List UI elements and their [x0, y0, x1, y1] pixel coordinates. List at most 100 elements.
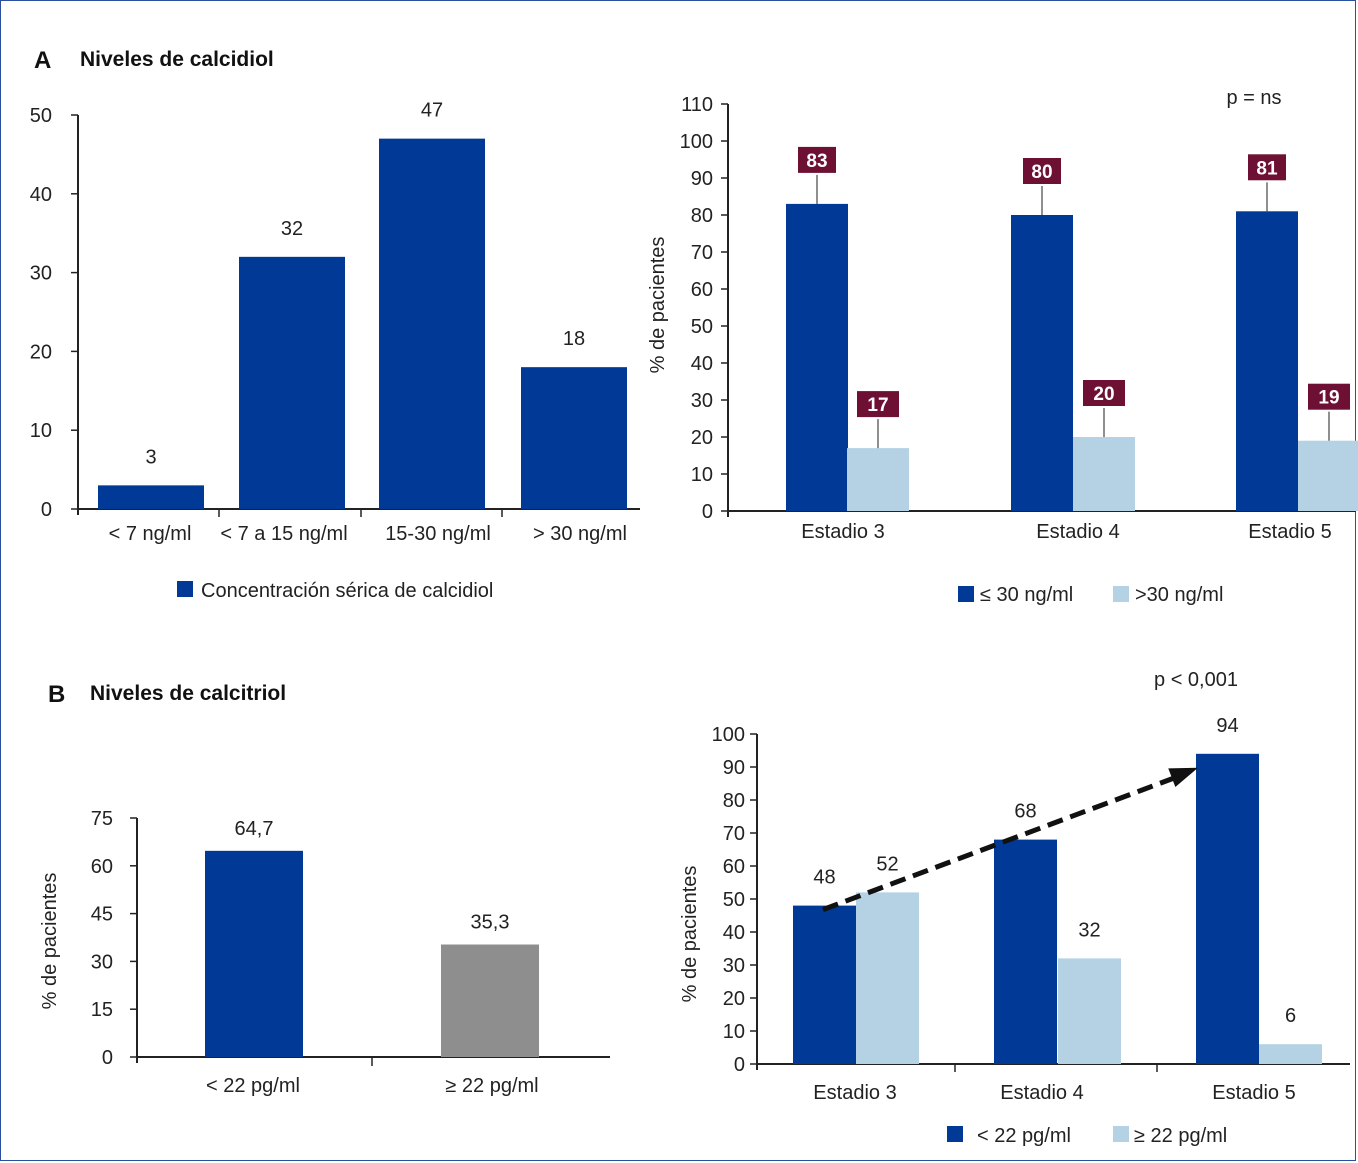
a2-bar-dark: [1011, 215, 1073, 511]
b2-y-tick-label: 80: [723, 790, 745, 812]
b2-legend-swatch-light: [1113, 1126, 1129, 1142]
b2-bar-value: 68: [1014, 801, 1036, 823]
a1-y-tick-label: 40: [30, 184, 52, 206]
a1-legend-swatch: [177, 581, 193, 597]
b2-y-tick-label: 90: [723, 757, 745, 779]
b1-y-tick-label: 15: [91, 999, 113, 1021]
a2-y-tick-label: 40: [691, 353, 713, 375]
a1-y-tick-label: 30: [30, 263, 52, 285]
b1-y-tick-label: 30: [91, 951, 113, 973]
a2-legend-swatch-dark: [958, 586, 974, 602]
a2-bar-value: 81: [1256, 158, 1278, 179]
a1-bar-value: 32: [281, 218, 303, 240]
b2-y-tick-label: 70: [723, 823, 745, 845]
b2-category-label: Estadio 3: [813, 1082, 896, 1104]
a2-legend-label-light: >30 ng/ml: [1135, 584, 1223, 606]
b2-bar-value: 32: [1078, 919, 1100, 941]
a1-y-tick-label: 20: [30, 341, 52, 363]
b2-y-tick-label: 0: [734, 1054, 745, 1076]
a2-bar-value: 19: [1318, 388, 1339, 409]
a2-category-label: Estadio 5: [1248, 521, 1331, 543]
a1-category-label: < 7 a 15 ng/ml: [220, 523, 347, 545]
b2-bar-light: [1259, 1044, 1322, 1064]
a1-category-label: 15-30 ng/ml: [385, 523, 491, 545]
a2-bar-dark: [1236, 211, 1298, 512]
section-b-letter: B: [48, 681, 66, 708]
b2-legend-label-dark: < 22 pg/ml: [977, 1125, 1071, 1147]
b2-trend-arrow-head: [1168, 767, 1198, 788]
a2-bar-light: [1073, 437, 1135, 511]
a2-value-badge: [855, 389, 901, 420]
a2-y-tick-label: 90: [691, 168, 713, 190]
a2-y-tick-label: 110: [681, 94, 713, 116]
b2-category-label: Estadio 4: [1000, 1082, 1083, 1104]
a2-y-tick-label: 70: [691, 242, 713, 264]
a2-legend-label-dark: ≤ 30 ng/ml: [980, 584, 1073, 606]
b2-bar-light: [1058, 958, 1121, 1064]
a2-value-badge: [1246, 152, 1288, 183]
b1-y-tick-label: 60: [91, 856, 113, 878]
a2-y-tick-label: 80: [691, 205, 713, 227]
a2-legend-swatch-light: [1113, 586, 1129, 602]
b2-trend-arrow-line: [822, 773, 1181, 912]
section-a-title: Niveles de calcidiol: [80, 48, 274, 71]
a2-value-badge: [1081, 378, 1127, 408]
a2-y-tick-label: 20: [691, 427, 713, 449]
b1-y-tick-label: 45: [91, 904, 113, 926]
b2-y-axis-label: % de pacientes: [679, 866, 701, 1003]
b1-bar: [441, 944, 539, 1057]
b1-bar-value: 35,3: [471, 912, 510, 934]
b2-bar-value: 6: [1285, 1005, 1296, 1027]
a1-bar-value: 3: [145, 446, 156, 468]
b1-y-tick-label: 75: [91, 808, 113, 830]
a2-value-badge: [1306, 381, 1352, 412]
b2-annotation: p < 0,001: [1154, 669, 1238, 691]
a2-category-label: Estadio 4: [1036, 521, 1119, 543]
a1-bar-value: 18: [563, 328, 585, 350]
b2-bar-value: 52: [876, 853, 898, 875]
section-b-title: Niveles de calcitriol: [90, 682, 287, 705]
a1-y-tick-label: 0: [41, 499, 52, 521]
a1-legend-label: Concentración sérica de calcidiol: [201, 580, 493, 602]
b2-bar-light: [856, 892, 919, 1064]
a2-y-tick-label: 10: [691, 464, 713, 486]
b2-legend-label-light: ≥ 22 pg/ml: [1134, 1125, 1227, 1147]
a2-bar-light: [847, 448, 909, 511]
a1-bar: [98, 485, 204, 509]
a2-bar-value: 83: [806, 151, 827, 172]
a2-bar-value: 80: [1031, 162, 1052, 183]
a2-y-tick-label: 30: [691, 390, 713, 412]
b2-y-tick-label: 60: [723, 856, 745, 878]
a2-y-tick-label: 100: [680, 131, 713, 153]
b1-y-tick-label: 0: [102, 1047, 113, 1069]
b2-legend-swatch-dark: [947, 1126, 963, 1142]
b2-bar-dark: [1196, 753, 1259, 1064]
b2-y-tick-label: 50: [723, 889, 745, 911]
a2-bar-value: 20: [1093, 384, 1114, 405]
b2-bar-value: 48: [813, 867, 835, 889]
a2-value-badge: [796, 144, 838, 175]
b2-y-tick-label: 40: [723, 922, 745, 944]
a2-bar-value: 17: [867, 395, 888, 416]
a1-y-tick-label: 50: [30, 105, 52, 127]
a2-annotation: p = ns: [1226, 87, 1281, 109]
b1-category-label: < 22 pg/ml: [206, 1075, 300, 1097]
a1-category-label: > 30 ng/ml: [533, 523, 627, 545]
b2-category-label: Estadio 5: [1212, 1082, 1295, 1104]
b1-bar-value: 64,7: [235, 818, 274, 840]
a1-category-label: < 7 ng/ml: [109, 523, 192, 545]
b2-y-tick-label: 20: [723, 988, 745, 1010]
b2-bar-dark: [994, 839, 1057, 1064]
a2-y-tick-label: 0: [702, 501, 713, 523]
a1-bar: [239, 256, 345, 509]
b1-y-axis-label: % de pacientes: [39, 873, 61, 1010]
a2-y-axis-label: % de pacientes: [647, 237, 669, 374]
a2-y-tick-label: 50: [691, 316, 713, 338]
a1-bar: [521, 367, 627, 509]
b1-category-label: ≥ 22 pg/ml: [445, 1075, 538, 1097]
a1-bar-value: 47: [421, 100, 443, 122]
a2-value-badge: [1021, 156, 1063, 186]
b2-y-tick-label: 30: [723, 955, 745, 977]
